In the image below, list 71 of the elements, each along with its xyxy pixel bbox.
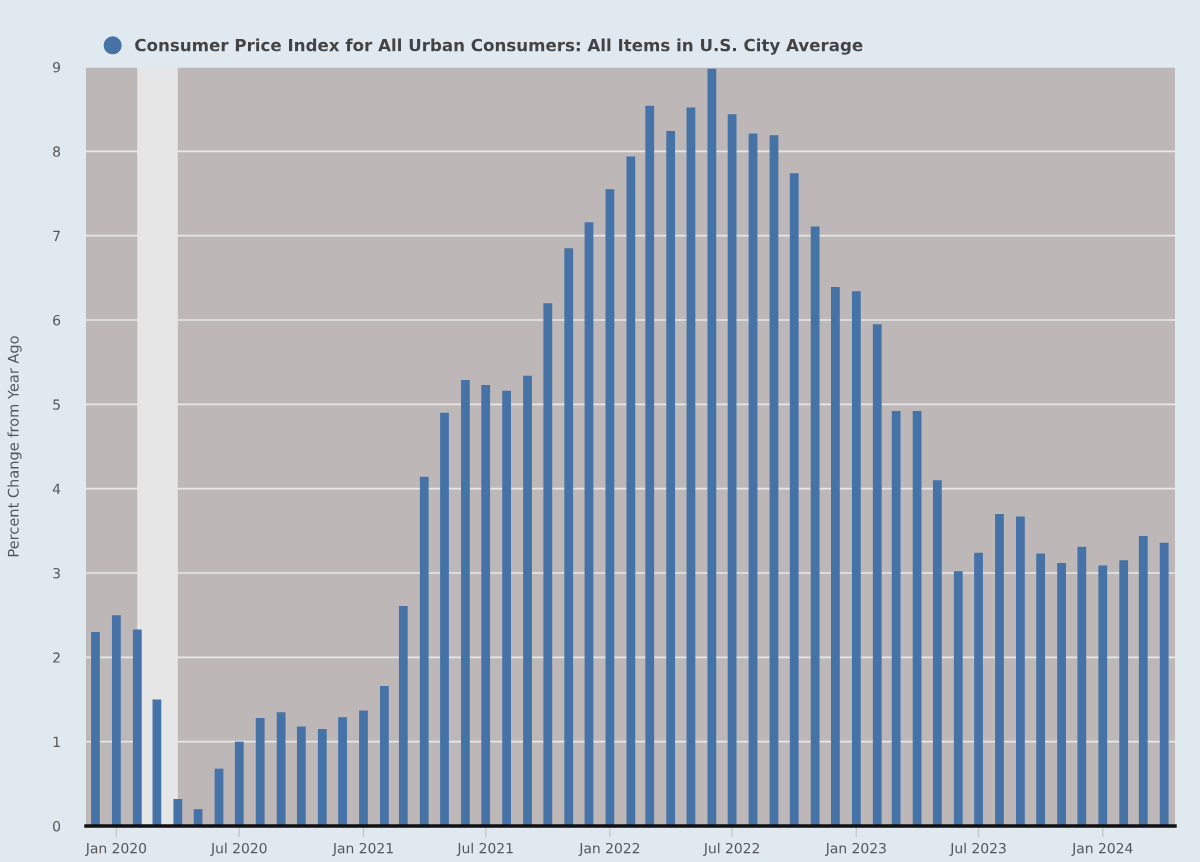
y-tick-label: 1: [53, 736, 60, 747]
bar: [1159, 542, 1169, 826]
bar: [296, 726, 306, 826]
x-tick-label: Jan 2024: [1071, 842, 1133, 856]
x-tick-label: Jan 2022: [578, 842, 640, 856]
bar: [605, 189, 615, 826]
bar: [380, 686, 389, 826]
bar: [626, 156, 636, 826]
bar: [91, 632, 100, 826]
x-tick-label: Jan 2020: [85, 842, 147, 856]
bar: [584, 222, 594, 826]
bar: [891, 411, 901, 826]
bar: [872, 324, 882, 826]
x-tick-label: Jul 2020: [210, 842, 267, 856]
bar: [1119, 560, 1129, 826]
bar: [831, 287, 840, 826]
bar: [769, 135, 779, 826]
bar: [1098, 565, 1108, 826]
x-tick-label: Jul 2021: [456, 842, 513, 856]
bar: [810, 226, 820, 826]
bar: [666, 131, 676, 826]
bar: [338, 717, 347, 826]
x-tick-label: Jul 2022: [703, 842, 759, 856]
bar: [564, 248, 574, 826]
bar: [111, 615, 121, 826]
bar: [317, 729, 327, 826]
y-tick-label: 9: [53, 61, 61, 73]
bar: [132, 629, 142, 826]
bar: [995, 513, 1004, 826]
bar: [789, 173, 799, 826]
bar: [851, 291, 861, 826]
y-tick-label: 0: [53, 820, 61, 832]
bar: [255, 718, 265, 826]
bar: [543, 303, 553, 826]
bar: [1016, 516, 1025, 826]
bar: [707, 68, 717, 826]
legend-label: Consumer Price Index for All Urban Consumers: All Items in U.S. City Average: [135, 38, 863, 55]
x-tick-label: Jan 2023: [825, 842, 886, 856]
bar: [1036, 553, 1046, 826]
y-tick-label: 8: [53, 146, 61, 157]
x-tick-label: Jul 2023: [949, 842, 1006, 856]
bar: [276, 712, 286, 826]
y-tick-label: 5: [53, 399, 60, 410]
bar: [523, 375, 532, 826]
y-tick-label: 6: [53, 314, 61, 326]
x-tick-label: Jan 2021: [332, 842, 393, 856]
bar: [359, 710, 368, 826]
bar: [748, 133, 758, 826]
y-tick-label: 7: [53, 230, 60, 241]
bar: [686, 107, 696, 826]
bar: [645, 105, 655, 826]
bar: [173, 799, 183, 826]
bar: [932, 480, 942, 826]
bar: [481, 384, 491, 826]
y-tick-label: 4: [52, 483, 61, 494]
y-tick-label: 3: [53, 567, 60, 579]
y-axis-title: Percent Change from Year Ago: [7, 336, 22, 557]
bar: [1138, 535, 1148, 826]
bar: [974, 552, 983, 826]
bar: [1057, 562, 1066, 826]
bar: [953, 571, 963, 826]
bar: [912, 411, 922, 826]
bar: [440, 412, 449, 826]
bar: [502, 390, 511, 826]
bar: [419, 476, 429, 826]
bar: [461, 379, 470, 826]
y-tick-label: 2: [53, 652, 60, 663]
bar: [398, 605, 408, 826]
bar: [1077, 546, 1087, 826]
bar: [727, 114, 737, 826]
bar: [234, 741, 244, 826]
